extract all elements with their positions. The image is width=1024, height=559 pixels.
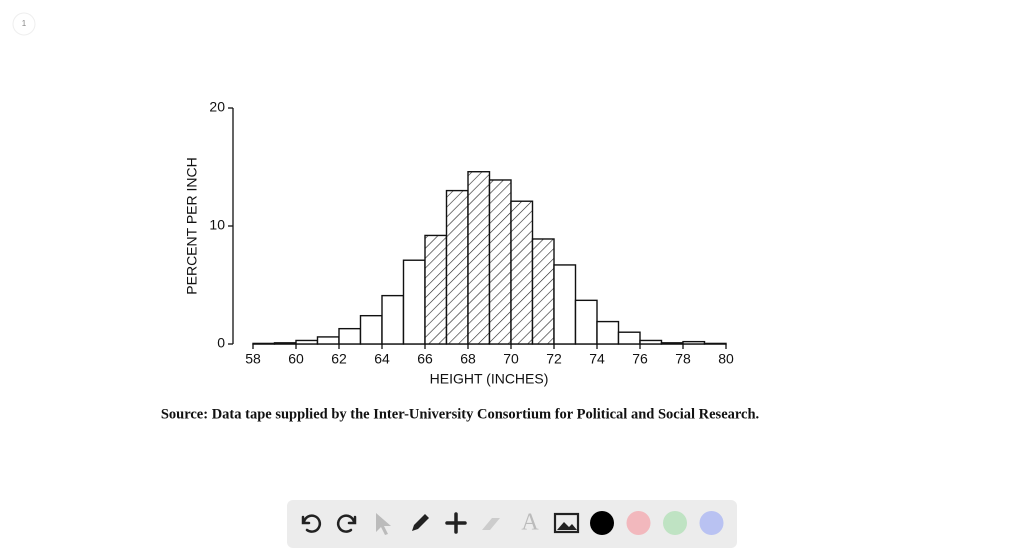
x-tick-label: 78 <box>675 351 691 367</box>
histogram-bar <box>467 171 491 345</box>
histogram-bar <box>273 342 297 345</box>
histogram-bar <box>639 339 663 345</box>
histogram-bar <box>424 234 448 345</box>
y-tick-label: 10 <box>209 217 225 233</box>
color-swatch[interactable] <box>663 511 687 535</box>
image-tool[interactable] <box>553 512 580 534</box>
x-tick-label: 62 <box>331 351 347 367</box>
x-tick-label: 66 <box>417 351 433 367</box>
x-tick-label: 70 <box>503 351 519 367</box>
page-indicator[interactable] <box>12 12 36 36</box>
x-axis-label: HEIGHT (INCHES) <box>430 371 549 387</box>
color-swatches <box>590 511 724 535</box>
color-swatch[interactable] <box>626 511 651 535</box>
toolbar <box>287 500 737 548</box>
histogram-bar <box>359 314 383 345</box>
histogram-bar <box>660 342 684 345</box>
histogram-bar <box>617 331 641 345</box>
histogram-bar <box>703 342 727 345</box>
chart: PERCENT PER INCH HEIGHT (INCHES) 0 10 20 58… <box>184 99 734 387</box>
add-tool[interactable] <box>445 512 467 534</box>
eraser-tool[interactable] <box>482 518 500 530</box>
histogram-bar <box>574 299 598 345</box>
page-number: 1 <box>22 19 27 28</box>
histogram-bar <box>402 259 426 345</box>
redo-button[interactable] <box>336 514 357 533</box>
pen-tool[interactable] <box>412 514 429 531</box>
color-swatch[interactable] <box>590 511 614 535</box>
y-tick-label: 20 <box>209 99 225 115</box>
x-tick-label: 58 <box>245 351 261 367</box>
histogram-bar <box>531 238 555 345</box>
histogram-bar <box>553 264 577 345</box>
histogram-bar <box>338 327 362 345</box>
histogram-bar <box>445 189 469 345</box>
undo-button[interactable] <box>301 514 322 533</box>
histogram-bar <box>316 336 340 345</box>
x-tick-label: 60 <box>288 351 304 367</box>
x-tick-label: 80 <box>718 351 734 367</box>
x-tick-label: 72 <box>546 351 562 367</box>
histogram-bar <box>381 294 405 345</box>
y-tick-label: 0 <box>217 335 225 351</box>
color-swatch[interactable] <box>699 511 724 535</box>
y-axis-label: PERCENT PER INCH <box>184 157 200 294</box>
histogram-bar <box>682 340 706 345</box>
x-tick-label: 68 <box>460 351 476 367</box>
histogram-bar <box>488 179 512 345</box>
histogram-bar <box>295 339 319 345</box>
x-tick-label: 74 <box>589 351 605 367</box>
select-tool[interactable] <box>376 513 391 535</box>
histogram-bar <box>510 200 534 345</box>
x-tick-label: 64 <box>374 351 390 367</box>
histogram-bar <box>252 342 276 345</box>
source-note: Source: Data tape supplied by the Inter-… <box>161 406 759 422</box>
histogram-bar <box>596 320 620 345</box>
x-tick-label: 76 <box>632 351 648 367</box>
text-tool[interactable]: A <box>521 510 539 536</box>
